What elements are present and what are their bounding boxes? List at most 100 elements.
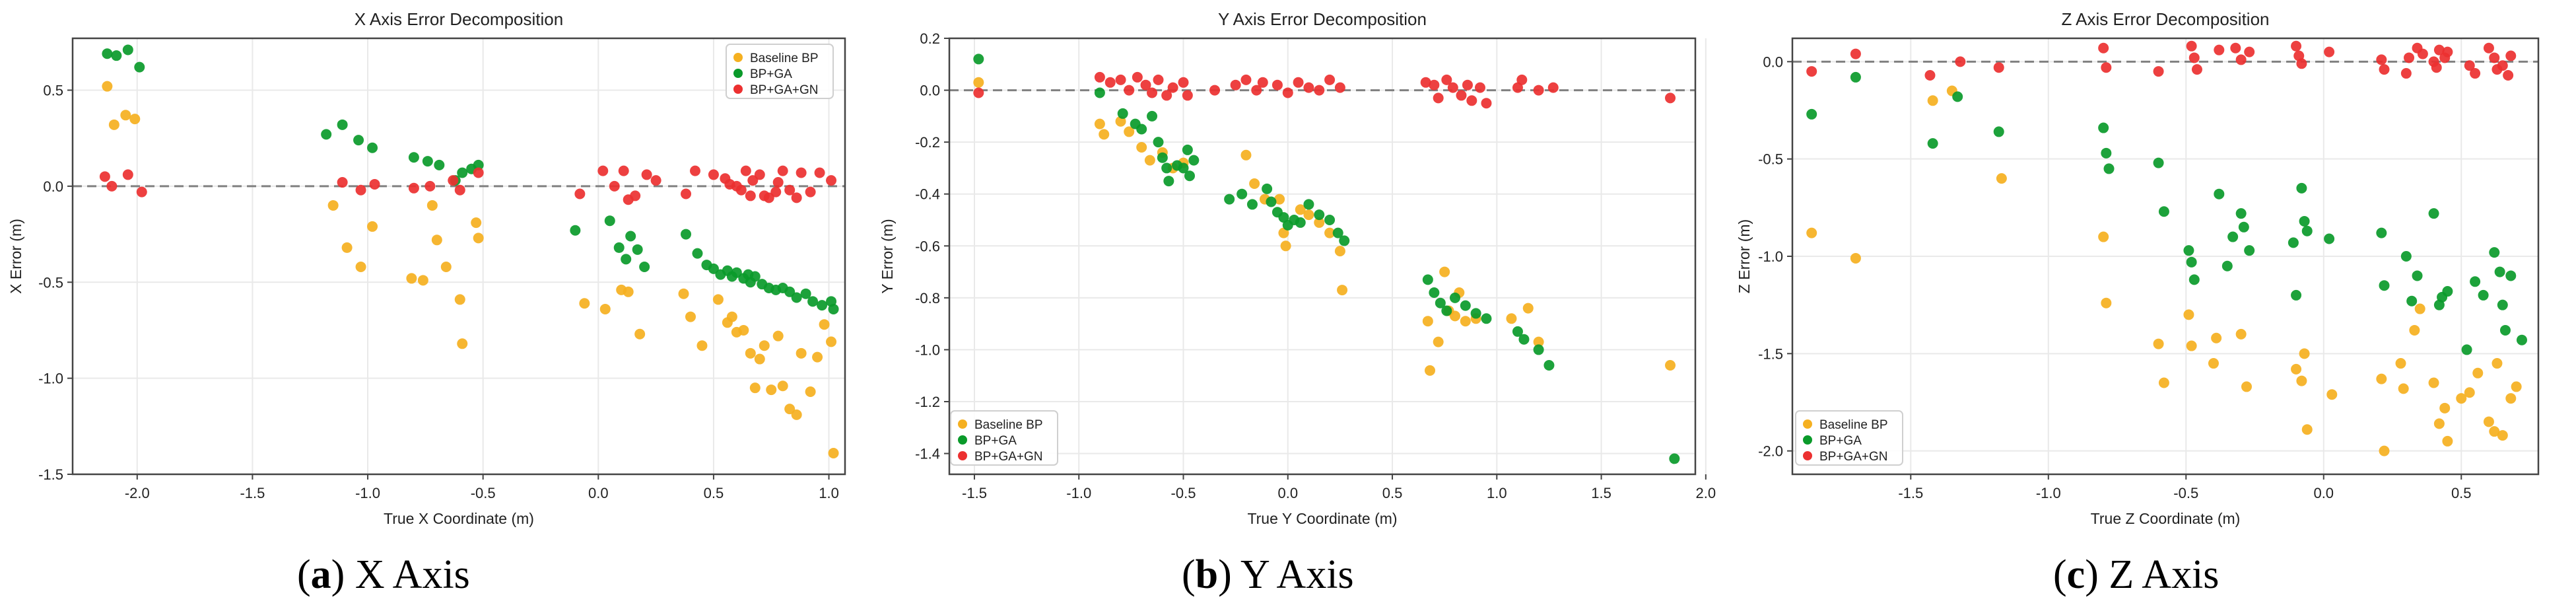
data-point bbox=[2409, 324, 2420, 336]
data-point bbox=[1271, 79, 1283, 90]
data-point bbox=[2433, 418, 2445, 429]
data-point bbox=[1449, 292, 1460, 303]
data-point bbox=[2470, 276, 2481, 287]
data-point bbox=[1337, 285, 1348, 296]
data-point bbox=[2244, 245, 2255, 256]
y-tick-label: -1.2 bbox=[915, 394, 940, 410]
data-point bbox=[102, 48, 113, 59]
data-point bbox=[1665, 92, 1676, 104]
data-point bbox=[355, 261, 366, 272]
y-tick-label: 0.0 bbox=[43, 178, 63, 195]
data-point bbox=[471, 217, 482, 229]
data-point bbox=[570, 225, 581, 236]
data-point bbox=[2214, 44, 2225, 55]
data-point bbox=[2291, 289, 2302, 301]
data-point bbox=[1237, 188, 1248, 199]
data-point bbox=[2379, 445, 2390, 456]
chart-title: X Axis Error Decomposition bbox=[355, 9, 563, 29]
data-point bbox=[681, 229, 692, 240]
data-point bbox=[1303, 199, 1314, 210]
data-point bbox=[1533, 344, 1544, 355]
data-point bbox=[1435, 297, 1446, 308]
data-point bbox=[1334, 246, 1345, 257]
data-point bbox=[1996, 173, 2007, 184]
data-point bbox=[108, 119, 119, 130]
data-point bbox=[2414, 303, 2425, 314]
data-point bbox=[1474, 82, 1485, 93]
data-point bbox=[791, 409, 802, 420]
data-point bbox=[828, 303, 839, 314]
data-point bbox=[2400, 68, 2412, 79]
y-tick-label: -0.6 bbox=[915, 238, 940, 254]
data-point bbox=[777, 165, 788, 176]
data-point bbox=[1420, 77, 1431, 88]
data-point bbox=[2291, 363, 2302, 375]
data-point bbox=[102, 81, 113, 92]
data-point bbox=[2101, 297, 2112, 308]
data-point bbox=[341, 242, 353, 253]
data-point bbox=[122, 169, 133, 180]
data-point bbox=[1136, 124, 1147, 135]
data-point bbox=[2183, 309, 2194, 320]
chart-title: Z Axis Error Decomposition bbox=[2062, 9, 2270, 29]
data-point bbox=[623, 286, 634, 297]
data-point bbox=[1278, 212, 1289, 223]
x-axis-label: True Y Coordinate (m) bbox=[1247, 510, 1397, 527]
data-point bbox=[1280, 240, 1291, 252]
data-point bbox=[632, 244, 643, 255]
data-point bbox=[1178, 77, 1189, 88]
data-point bbox=[1993, 62, 2004, 73]
data-point bbox=[2186, 256, 2197, 268]
data-point bbox=[973, 77, 984, 88]
data-point bbox=[2291, 40, 2302, 52]
data-point bbox=[2428, 208, 2439, 219]
data-point bbox=[2464, 60, 2475, 71]
y-tick-label: -0.2 bbox=[915, 134, 940, 151]
caption-z-axis: (c) Z Axis bbox=[2053, 552, 2219, 598]
x-tick-label: -1.0 bbox=[355, 485, 380, 501]
y-tick-label: 0.0 bbox=[920, 83, 940, 99]
data-point bbox=[424, 180, 436, 192]
data-point bbox=[784, 404, 796, 415]
data-point bbox=[1182, 90, 1193, 101]
caption-paren-close: ) bbox=[2085, 552, 2099, 597]
data-point bbox=[1153, 137, 1164, 148]
data-point bbox=[784, 286, 796, 297]
data-point bbox=[678, 288, 689, 299]
data-point bbox=[2489, 426, 2500, 437]
y-tick-label: 0.2 bbox=[920, 30, 940, 47]
data-point bbox=[1806, 227, 1817, 238]
plot-frame bbox=[948, 37, 1697, 476]
y-tick-label: -1.0 bbox=[38, 371, 63, 387]
data-point bbox=[473, 159, 484, 170]
data-point bbox=[754, 169, 765, 180]
data-point bbox=[1182, 144, 1193, 155]
x-axis-label: True X Coordinate (m) bbox=[384, 510, 534, 527]
data-point bbox=[2497, 60, 2508, 71]
data-point bbox=[2296, 182, 2307, 194]
data-point bbox=[826, 175, 837, 186]
data-point bbox=[766, 384, 777, 396]
data-point bbox=[1439, 266, 1450, 277]
x-tick-label: 1.5 bbox=[1591, 485, 1611, 501]
data-point bbox=[1460, 300, 1471, 311]
y-axis-label: X Error (m) bbox=[7, 219, 24, 294]
x-tick-label: 1.0 bbox=[819, 485, 839, 501]
data-point bbox=[1481, 98, 1492, 109]
y-tick-label: -0.5 bbox=[38, 274, 63, 291]
data-point bbox=[708, 169, 719, 180]
chart-title: Y Axis Error Decomposition bbox=[1218, 9, 1427, 29]
data-point bbox=[2412, 270, 2423, 281]
data-point bbox=[2301, 225, 2313, 236]
data-point bbox=[2227, 231, 2239, 242]
legend-label: BP+GA+GN bbox=[974, 450, 1043, 464]
legend-marker bbox=[733, 85, 743, 94]
data-point bbox=[321, 129, 332, 140]
x-tick-label: -2.0 bbox=[125, 485, 150, 501]
data-point bbox=[2296, 58, 2307, 69]
data-point bbox=[2398, 383, 2409, 394]
data-point bbox=[579, 298, 590, 309]
data-point bbox=[1147, 110, 1158, 122]
data-point bbox=[2158, 206, 2169, 217]
